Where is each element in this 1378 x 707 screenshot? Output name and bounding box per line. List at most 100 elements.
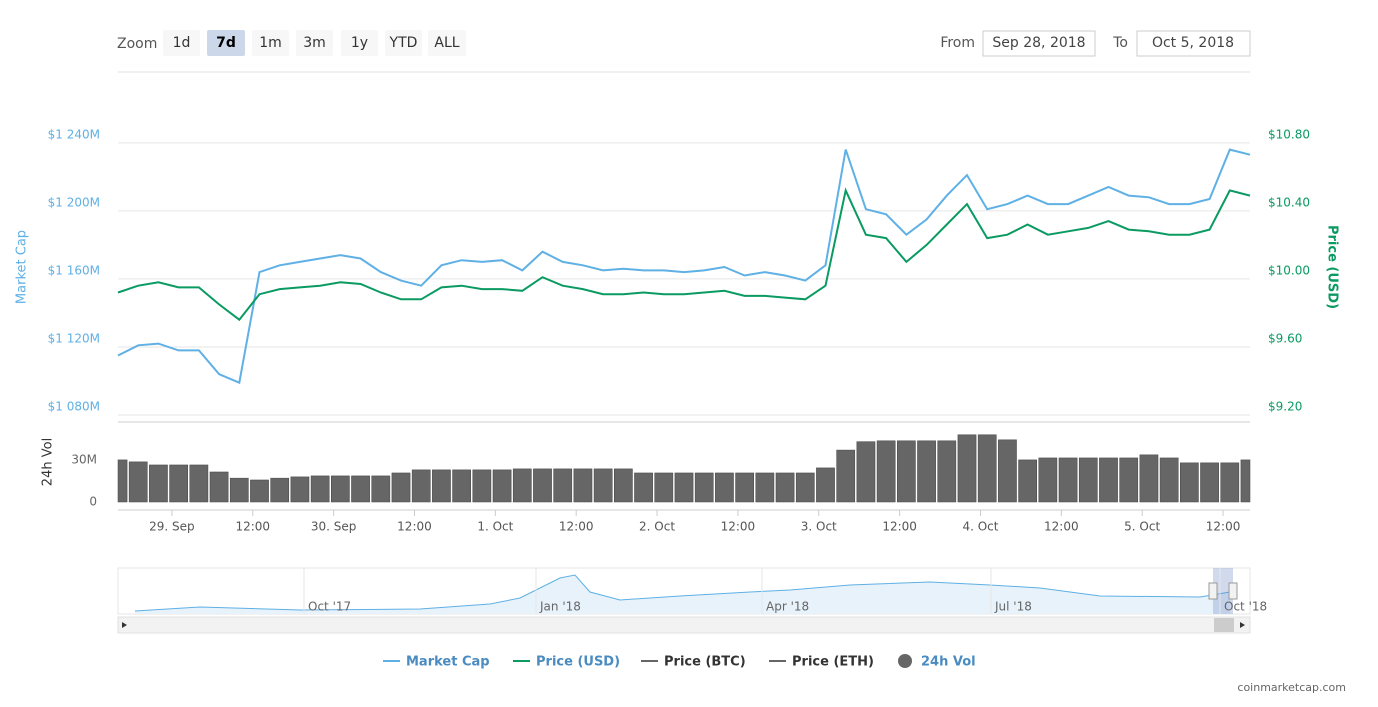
- x-tick-label: 12:00: [235, 520, 270, 534]
- zoom-button[interactable]: [296, 30, 333, 56]
- x-tick-label: 12:00: [1044, 520, 1079, 534]
- zoom-button-label[interactable]: 1m: [259, 35, 282, 51]
- volume-bar: [189, 464, 209, 503]
- series-line: [117, 148, 1251, 385]
- series-line: [117, 187, 1251, 322]
- y-tick-label: $1 240M: [48, 127, 100, 141]
- volume-bar: [1240, 459, 1251, 503]
- legend-symbol[interactable]: [898, 654, 912, 668]
- volume-bar: [694, 472, 714, 503]
- volume-bar: [1058, 457, 1078, 503]
- legend-label[interactable]: Price (BTC): [664, 655, 746, 670]
- volume-bar: [229, 477, 249, 503]
- volume-bar: [634, 472, 653, 503]
- navigator-selection[interactable]: [1213, 568, 1233, 614]
- from-value[interactable]: Sep 28, 2018: [992, 35, 1085, 51]
- scroll-left[interactable]: [122, 622, 127, 628]
- zoom-button-label[interactable]: 1d: [173, 35, 191, 51]
- volume-bar: [411, 469, 431, 503]
- zoom-button-label[interactable]: 3m: [303, 35, 326, 51]
- zoom-button[interactable]: [163, 30, 200, 56]
- scrollbar[interactable]: [117, 616, 1251, 634]
- legend-label[interactable]: Price (USD): [536, 655, 620, 670]
- volume-bar: [1018, 459, 1037, 503]
- x-tick-label: 12:00: [721, 520, 756, 534]
- volume-bar: [614, 468, 633, 503]
- y-tick-label: $1 080M: [48, 400, 100, 414]
- legend-label[interactable]: 24h Vol: [921, 655, 976, 670]
- volume-bar: [1078, 457, 1098, 503]
- x-tick-label: 12:00: [397, 520, 432, 534]
- x-tick-label: 12:00: [1206, 520, 1241, 534]
- volume-bar: [735, 472, 754, 503]
- navigator-line: [134, 574, 1231, 612]
- zoom-button-label[interactable]: ALL: [434, 35, 459, 51]
- y2-tick-label: $10.80: [1268, 127, 1310, 141]
- navigator: [117, 567, 1251, 634]
- volume-bar: [775, 472, 795, 503]
- volume-bar: [270, 477, 290, 503]
- volume-bar: [351, 475, 370, 503]
- y2-tick-label: $9.20: [1268, 400, 1302, 414]
- volume-bar: [1038, 457, 1058, 503]
- x-tick-label: 30. Sep: [311, 520, 357, 534]
- legend-label[interactable]: Market Cap: [406, 655, 490, 670]
- volume-bar: [310, 475, 330, 503]
- y-axis-title: Market Cap: [15, 230, 30, 304]
- to-input[interactable]: [1136, 30, 1251, 57]
- navigator-handle[interactable]: [1228, 582, 1238, 600]
- volume-bar: [472, 469, 492, 503]
- x-tick-label: 12:00: [882, 520, 917, 534]
- legend-label[interactable]: Price (ETH): [792, 655, 874, 670]
- credit[interactable]: coinmarketcap.com: [1237, 681, 1346, 694]
- volume-bar: [492, 469, 512, 503]
- volume-bar: [917, 440, 936, 503]
- zoom-button[interactable]: [252, 30, 289, 56]
- volume-bar: [856, 441, 876, 503]
- volume-bar: [117, 459, 128, 503]
- from-input[interactable]: [982, 30, 1096, 57]
- zoom-button-label[interactable]: 1y: [351, 35, 368, 51]
- zoom-button[interactable]: [207, 30, 245, 56]
- zoom-button[interactable]: [385, 30, 422, 56]
- y-tick-label: $1 160M: [48, 263, 100, 277]
- zoom-button-label[interactable]: 7d: [216, 35, 236, 51]
- y-tick-label: $1 200M: [48, 195, 100, 209]
- scrollbar-thumb[interactable]: [1214, 618, 1234, 632]
- volume-bar: [897, 440, 916, 503]
- volume-bar: [957, 434, 977, 503]
- navigator-handle[interactable]: [1208, 582, 1218, 600]
- zoom-button-label[interactable]: YTD: [389, 35, 418, 51]
- volume-bar: [1099, 457, 1118, 503]
- volume-bar: [1180, 462, 1199, 503]
- volume-bar: [128, 461, 148, 503]
- navigator-label: Jan '18: [539, 600, 581, 614]
- volume-bar: [1200, 462, 1219, 503]
- zoom-button[interactable]: [341, 30, 378, 56]
- to-value[interactable]: Oct 5, 2018: [1152, 35, 1234, 51]
- volume-bar: [674, 472, 694, 503]
- volume-bar: [250, 479, 269, 503]
- x-tick-label: 5. Oct: [1124, 520, 1160, 534]
- volume-bar: [1159, 457, 1179, 503]
- volume-bar: [755, 472, 775, 503]
- navigator-area: [135, 575, 1230, 614]
- volume-bar: [553, 468, 573, 503]
- volume-bar: [937, 440, 957, 503]
- volume-bar: [432, 469, 451, 503]
- y2-tick-label: $10.40: [1268, 195, 1310, 209]
- navigator-label: Jul '18: [994, 600, 1032, 614]
- navigator-label: Oct '18: [1224, 600, 1267, 614]
- y-tick-label: 30M: [71, 452, 97, 466]
- scroll-right[interactable]: [1240, 622, 1245, 628]
- volume-bar: [169, 464, 188, 503]
- x-tick-label: 12:00: [559, 520, 594, 534]
- volume-bar: [593, 468, 613, 503]
- navigator-label: Apr '18: [766, 600, 809, 614]
- volume-bar: [654, 472, 674, 503]
- y2-axis-title: Price (USD): [1325, 225, 1340, 309]
- volume-bar: [209, 471, 229, 503]
- x-tick-label: 4. Oct: [962, 520, 998, 534]
- from-label: From: [940, 35, 975, 51]
- zoom-button[interactable]: [428, 30, 466, 56]
